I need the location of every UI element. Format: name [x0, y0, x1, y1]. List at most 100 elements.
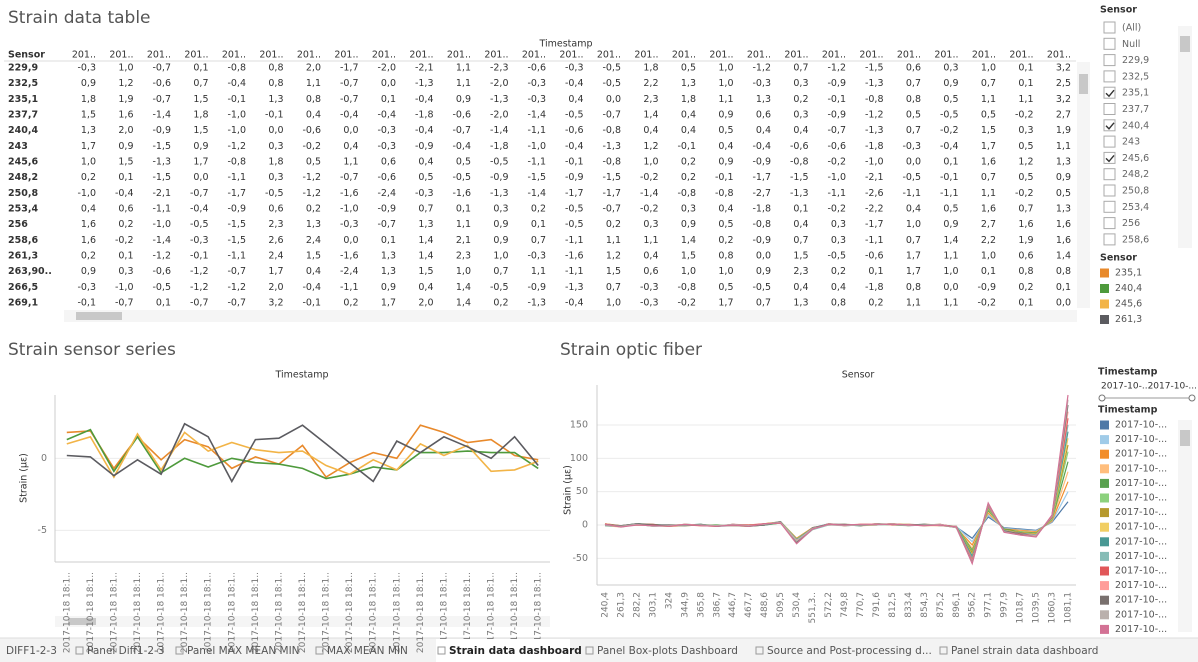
tab-icon	[315, 646, 324, 655]
legend-label[interactable]: 2017-10-...	[1115, 507, 1167, 518]
y-tick-label: 150	[570, 420, 588, 431]
checkbox[interactable]	[1103, 184, 1116, 197]
tab[interactable]: MAX MEAN MIN	[327, 645, 408, 657]
filter-item[interactable]: (All)	[1122, 23, 1141, 34]
legend-label[interactable]: 2017-10-...	[1115, 493, 1167, 504]
legend-label[interactable]: 2017-10-...	[1115, 463, 1167, 474]
checkbox[interactable]	[1103, 70, 1116, 83]
table-cell: 1,0	[718, 78, 733, 89]
legend-label[interactable]: 2017-10-...	[1115, 609, 1167, 620]
chart-h-thumb[interactable]	[68, 618, 96, 625]
table-cell: -0,8	[227, 63, 246, 74]
checkbox[interactable]	[1103, 54, 1116, 67]
tab[interactable]: Panel Diff1-2-3	[87, 645, 165, 657]
table-cell: -1,0	[227, 110, 246, 121]
filter-item[interactable]: Null	[1122, 39, 1140, 50]
chart-h-scrollbar[interactable]	[55, 616, 550, 627]
checkbox[interactable]	[1103, 37, 1116, 50]
table-h-scrollbar[interactable]	[64, 310, 1077, 322]
table-cell: -0,8	[602, 157, 621, 168]
table-cell: 0,7	[906, 235, 921, 246]
legend-swatch	[1100, 508, 1109, 518]
table-cell: -1,3	[490, 94, 509, 105]
table-cell: -1,2	[227, 282, 246, 293]
filter-thumb[interactable]	[1180, 36, 1190, 52]
legend-label[interactable]: 2017-10-...	[1115, 478, 1167, 489]
table-cell: 0,7	[981, 78, 996, 89]
tab[interactable]: Panel MAX MEAN MIN	[187, 645, 300, 657]
legend-label[interactable]: 235,1	[1115, 268, 1142, 279]
table-cell: -0,5	[565, 204, 584, 215]
table-cell: 1,0	[718, 266, 733, 277]
filter-item[interactable]: 248,2	[1122, 169, 1149, 180]
legend-label[interactable]: 2017-10-...	[1115, 449, 1167, 460]
checkbox[interactable]	[1103, 135, 1116, 148]
legend-label[interactable]: 2017-10-...	[1115, 420, 1167, 431]
table-cell: -1,3	[527, 298, 546, 309]
tab[interactable]: Panel strain data dashboard	[951, 645, 1098, 657]
table-cell: -0,1	[302, 298, 321, 309]
legend-swatch	[1100, 268, 1109, 278]
checkbox[interactable]	[1103, 200, 1116, 213]
tab[interactable]: DIFF1-2-3	[6, 645, 57, 657]
table-cell: -2,0	[377, 63, 396, 74]
filter-scrollbar[interactable]	[1178, 26, 1192, 248]
legend-swatch	[1100, 595, 1109, 605]
filter-item[interactable]: 243	[1122, 137, 1140, 148]
checkbox[interactable]	[1103, 168, 1116, 181]
legend-label[interactable]: 2017-10-...	[1115, 551, 1167, 562]
filter-item[interactable]: 245,6	[1122, 153, 1149, 164]
legend-label[interactable]: 2017-10-...	[1115, 536, 1167, 547]
x-tick-label: 1081,1	[1064, 592, 1074, 624]
table-cell: -1,7	[752, 172, 771, 183]
legend-scrollbar[interactable]	[1178, 420, 1192, 632]
filter-item[interactable]: 240,4	[1122, 120, 1149, 131]
table-cell: -0,9	[827, 110, 846, 121]
table-v-scrollbar[interactable]	[1077, 62, 1090, 308]
slider-handle[interactable]	[1188, 394, 1196, 402]
table-cell: 1,1	[943, 251, 958, 262]
legend-label[interactable]: 2017-10-...	[1115, 580, 1167, 591]
row-label: 263,90..	[8, 266, 52, 277]
legend-label[interactable]: 2017-10-...	[1115, 522, 1167, 533]
table-cell: 1,5	[81, 110, 96, 121]
legend-label[interactable]: 2017-10-...	[1115, 595, 1167, 606]
checkbox[interactable]	[1103, 217, 1116, 230]
legend-label[interactable]: 261,3	[1115, 314, 1142, 325]
table-cell: -0,6	[452, 110, 471, 121]
checkbox[interactable]	[1103, 151, 1116, 164]
table-cell: 0,1	[1056, 282, 1071, 293]
filter-item[interactable]: 235,1	[1122, 88, 1149, 99]
tab[interactable]: Panel Box-plots Dashboard	[597, 645, 738, 657]
row-label: 253,4	[8, 204, 38, 215]
checkbox[interactable]	[1103, 233, 1116, 246]
tab[interactable]: Strain data dashboard	[449, 645, 582, 657]
table-cell: -0,7	[190, 298, 209, 309]
table-cell: -1,7	[227, 188, 246, 199]
legend-label[interactable]: 2017-10-...	[1115, 624, 1167, 635]
filter-item[interactable]: 253,4	[1122, 202, 1149, 213]
filter-item[interactable]: 229,9	[1122, 55, 1149, 66]
table-cell: -0,1	[565, 157, 584, 168]
slider-handle[interactable]	[1098, 394, 1106, 402]
table-cell: -0,2	[940, 125, 959, 136]
table-cell: 1,7	[906, 266, 921, 277]
checkbox[interactable]	[1103, 21, 1116, 34]
table-v-thumb[interactable]	[1079, 74, 1088, 94]
legend-label[interactable]: 240,4	[1115, 283, 1142, 294]
filter-item[interactable]: 258,6	[1122, 234, 1149, 245]
legend-thumb[interactable]	[1180, 430, 1190, 446]
table-h-thumb[interactable]	[76, 312, 122, 320]
checkbox[interactable]	[1103, 119, 1116, 132]
checkbox[interactable]	[1103, 103, 1116, 115]
filter-item[interactable]: 256	[1122, 218, 1140, 229]
legend-label[interactable]: 2017-10-...	[1115, 434, 1167, 445]
table-cell: 1,9	[1018, 235, 1033, 246]
filter-item[interactable]: 237,7	[1122, 104, 1149, 115]
tab[interactable]: Source and Post-processing d...	[767, 645, 932, 657]
filter-item[interactable]: 250,8	[1122, 186, 1149, 197]
checkbox[interactable]	[1103, 86, 1116, 99]
filter-item[interactable]: 232,5	[1122, 71, 1149, 82]
legend-label[interactable]: 245,6	[1115, 299, 1142, 310]
legend-label[interactable]: 2017-10-...	[1115, 566, 1167, 577]
